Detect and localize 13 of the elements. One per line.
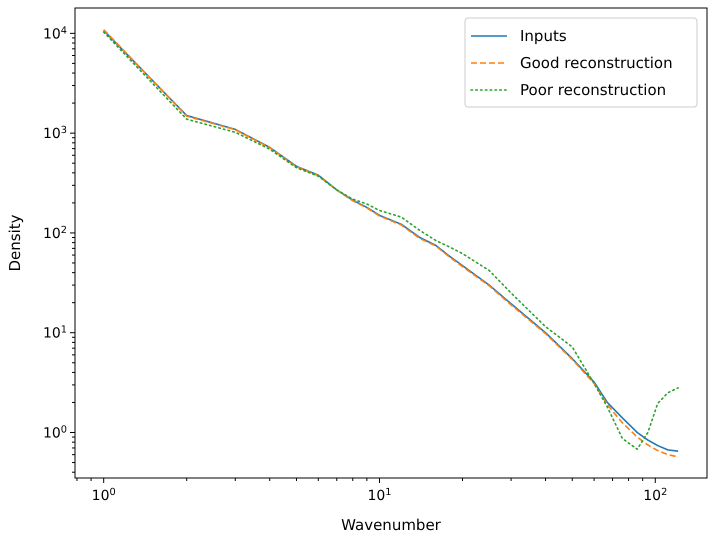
x-axis-title: Wavenumber [341,516,442,534]
y-axis-title: Density [6,214,24,272]
legend-label: Poor reconstruction [520,81,666,99]
x-tick-label: 10$^{1}$ [367,486,392,504]
x-tick-label: 10$^{2}$ [643,486,668,504]
y-tick-label: 10$^{2}$ [42,224,67,242]
y-tick-label: 10$^{4}$ [42,24,67,42]
y-tick-label: 10$^{1}$ [42,324,67,342]
y-tick-label: 10$^{0}$ [42,424,67,442]
legend-label: Good reconstruction [520,54,673,72]
x-tick-label: 10$^{0}$ [92,486,116,504]
legend-label: Inputs [520,27,567,45]
y-tick-label: 10$^{3}$ [42,124,67,142]
